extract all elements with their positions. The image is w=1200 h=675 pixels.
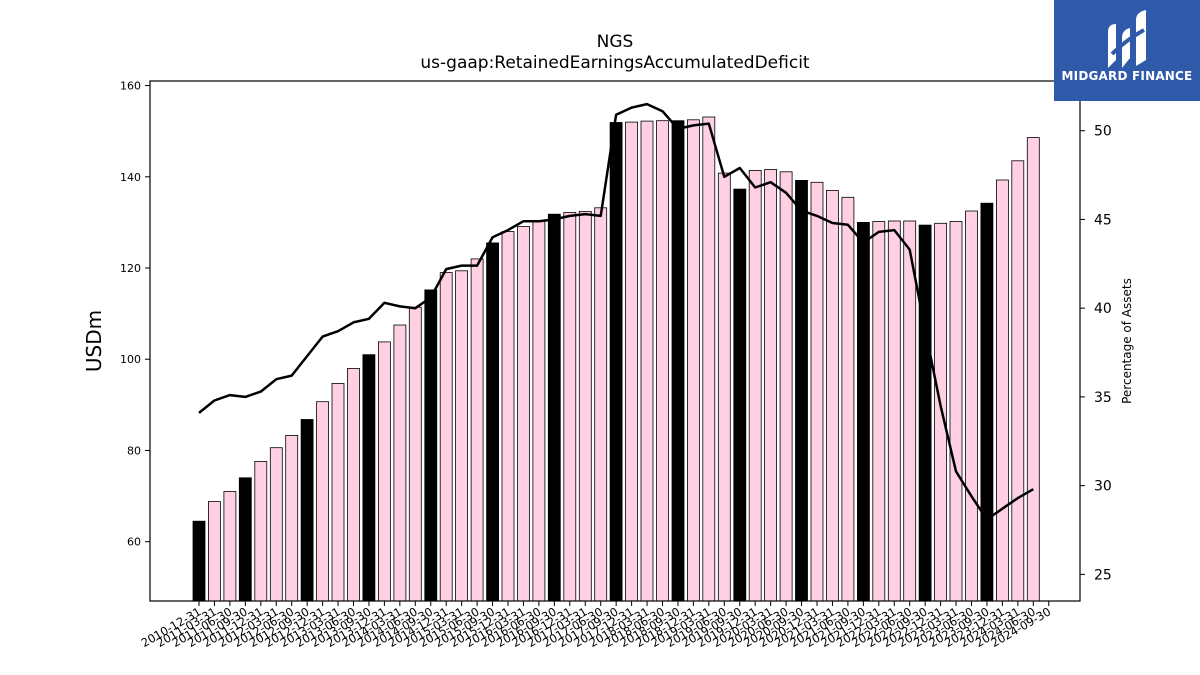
bar-2012-06-30	[285, 434, 299, 602]
y-tick-label-80: 80	[127, 444, 141, 457]
bar-2017-09-30	[609, 122, 623, 602]
bar-2020-09-30	[795, 179, 808, 602]
bar-2019-06-30	[717, 172, 731, 602]
bar-2018-12-31	[687, 119, 700, 602]
pct-assets-line	[198, 102, 1034, 521]
chart-title: NGS	[596, 32, 634, 52]
bar-2023-09-30	[980, 202, 994, 602]
bar-2010-12-31	[192, 520, 206, 602]
bar-2014-09-30	[424, 289, 438, 602]
bar-2017-12-31	[625, 121, 638, 602]
y-tick-label-60: 60	[127, 536, 141, 549]
y2-tick-label-35: 35	[1094, 390, 1112, 406]
bar-2021-09-30	[857, 221, 870, 602]
bar-2017-03-31	[578, 211, 592, 602]
bar-2021-03-31	[826, 190, 839, 602]
bar-2016-09-30	[547, 213, 561, 602]
bar-2011-09-30	[238, 477, 252, 602]
bar-2023-12-31	[996, 179, 1009, 602]
bar-2011-06-30	[223, 491, 237, 602]
bar-2024-03-31	[1011, 160, 1025, 602]
bar-2013-12-31	[377, 341, 391, 602]
bar-2023-03-31	[949, 221, 963, 602]
y2-tick-label-40: 40	[1094, 301, 1112, 317]
bar-2012-12-31	[316, 401, 330, 602]
y-tick-label-140: 140	[120, 171, 141, 184]
bar-2019-12-31	[748, 169, 762, 602]
bar-2015-09-30	[486, 242, 500, 602]
bar-2024-06-30	[1026, 137, 1040, 602]
bar-2021-06-30	[841, 196, 855, 602]
bar-2023-06-30	[965, 210, 978, 602]
bar-2011-12-31	[254, 460, 268, 602]
bar-2012-09-30	[300, 419, 314, 602]
bar-2022-06-30	[903, 220, 917, 602]
bar-2016-03-31	[517, 226, 530, 602]
logo-text: MIDGARD FINANCE	[1061, 69, 1193, 83]
midgard-finance-logo: MIDGARD FINANCE	[1054, 0, 1200, 101]
y2-tick-label-30: 30	[1094, 479, 1112, 495]
bar-2014-12-31	[439, 272, 453, 602]
chart-subtitle: us-gaap:RetainedEarningsAccumulatedDefic…	[420, 53, 810, 73]
y2-tick-label-50: 50	[1094, 124, 1112, 140]
bar-2020-03-31	[764, 169, 777, 602]
bar-2013-09-30	[362, 354, 376, 602]
bar-2015-03-31	[455, 270, 469, 602]
y-tick-label-100: 100	[120, 353, 141, 366]
bar-2016-06-30	[532, 220, 546, 602]
bar-2015-06-30	[470, 258, 484, 602]
bar-2018-09-30	[671, 120, 685, 602]
bar-2018-03-31	[640, 120, 654, 602]
logo-mark-icon	[1108, 10, 1146, 68]
bar-2011-03-31	[207, 501, 221, 602]
bar-2022-09-30	[918, 224, 932, 602]
y-axis-label: USDm	[82, 310, 106, 372]
bar-2020-12-31	[810, 181, 824, 602]
plot-frame	[149, 80, 1081, 602]
bar-2019-09-30	[733, 188, 747, 602]
bar-2021-12-31	[872, 221, 886, 602]
bar-2014-06-30	[408, 306, 422, 602]
y2-axis-label: Percentage of Assets	[1120, 278, 1134, 404]
y2-tick-label-25: 25	[1094, 567, 1112, 583]
y-tick-label-120: 120	[120, 262, 141, 275]
bar-2022-03-31	[887, 220, 901, 602]
bar-2014-03-31	[393, 324, 407, 602]
bar-2016-12-31	[563, 211, 577, 602]
bar-2022-12-31	[934, 222, 947, 602]
bar-2020-06-30	[779, 171, 793, 602]
bar-2017-06-30	[594, 207, 608, 602]
chart-title-block: NGS us-gaap:RetainedEarningsAccumulatedD…	[150, 32, 1080, 74]
bar-2012-03-31	[269, 447, 283, 602]
y-tick-label-160: 160	[120, 80, 141, 93]
bar-2013-06-30	[347, 367, 360, 602]
bar-2019-03-31	[702, 116, 716, 602]
bar-2018-06-30	[656, 120, 669, 602]
bar-2013-03-31	[331, 382, 345, 602]
y2-tick-label-45: 45	[1094, 212, 1112, 228]
bar-2015-12-31	[501, 231, 515, 602]
